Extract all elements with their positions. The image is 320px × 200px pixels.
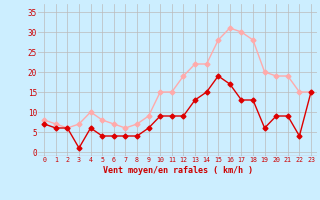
X-axis label: Vent moyen/en rafales ( km/h ): Vent moyen/en rafales ( km/h ) (103, 166, 252, 175)
